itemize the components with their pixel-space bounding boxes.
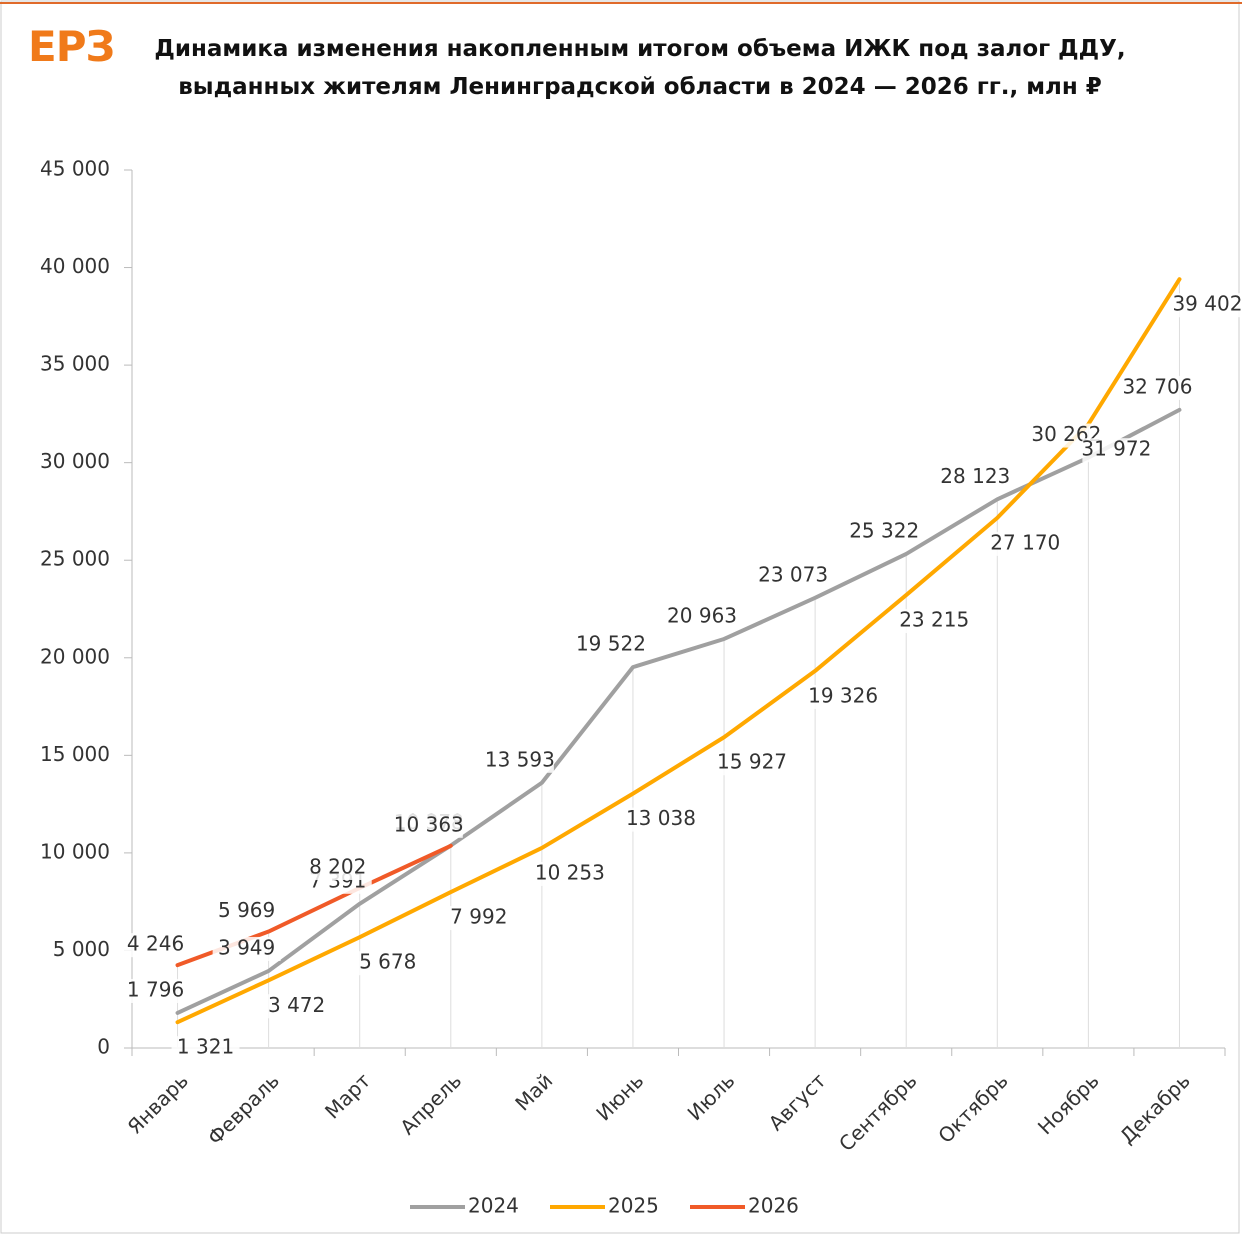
- x-tick-label: Апрель: [395, 1068, 466, 1139]
- logo: ЕРЗ: [28, 22, 115, 71]
- label-bg: [668, 604, 737, 629]
- data-label: 8 202: [309, 854, 366, 878]
- series-line: [175, 277, 1182, 1025]
- data-label: 31 972: [1081, 437, 1151, 461]
- data-label: 7 992: [450, 905, 507, 929]
- chart-title: Динамика изменения накопленным итогом об…: [154, 36, 1126, 100]
- label-bg: [121, 978, 190, 1003]
- y-tick-label: 35 000: [40, 352, 110, 376]
- label-bg: [171, 1036, 240, 1061]
- x-tick-label: Июнь: [591, 1068, 648, 1125]
- data-label: 23 073: [758, 562, 828, 586]
- y-tick-label: 25 000: [40, 547, 110, 571]
- x-tick-label: Февраль: [203, 1068, 284, 1149]
- x-tick-label: Июль: [683, 1068, 740, 1125]
- label-bg: [444, 906, 513, 931]
- data-label: 3 949: [218, 935, 275, 959]
- data-label: 15 927: [717, 750, 787, 774]
- legend-label: 2026: [748, 1194, 799, 1218]
- label-bg: [718, 751, 787, 776]
- data-label: 23 215: [899, 608, 969, 632]
- x-tick-label: Май: [510, 1068, 557, 1115]
- y-tick-label: 5 000: [53, 937, 110, 961]
- x-tick-label: Сентябрь: [834, 1068, 922, 1156]
- data-label: 10 253: [535, 860, 605, 884]
- y-tick-label: 45 000: [40, 157, 110, 181]
- data-label: 32 706: [1122, 374, 1192, 398]
- label-bg: [212, 936, 281, 961]
- data-label: 5 678: [359, 950, 416, 974]
- label-bg: [1082, 438, 1151, 463]
- label-bg: [1173, 293, 1242, 318]
- label-bg: [1123, 375, 1192, 400]
- label-bg: [850, 519, 919, 544]
- data-label: 1 796: [127, 977, 184, 1001]
- label-bg: [759, 563, 828, 588]
- label-bg: [485, 748, 554, 773]
- data-label: 3 472: [268, 993, 325, 1017]
- label-bg: [900, 609, 969, 634]
- data-label: 28 123: [940, 464, 1010, 488]
- x-tick-label: Январь: [123, 1068, 193, 1138]
- label-bg: [626, 807, 695, 832]
- label-bg: [303, 855, 372, 880]
- x-tick-label: Август: [764, 1068, 831, 1135]
- label-bg: [535, 861, 604, 886]
- x-tick-label: Декабрь: [1115, 1068, 1195, 1148]
- y-tick-label: 30 000: [40, 449, 110, 473]
- y-tick-label: 20 000: [40, 644, 110, 668]
- label-bg: [212, 899, 281, 924]
- data-label: 5 969: [218, 898, 275, 922]
- label-bg: [394, 813, 463, 838]
- data-label: 39 402: [1172, 292, 1242, 316]
- y-tick-label: 10 000: [40, 839, 110, 863]
- legend-label: 2025: [608, 1194, 659, 1218]
- data-label: 13 593: [485, 747, 555, 771]
- label-bg: [576, 633, 645, 658]
- y-tick-label: 0: [97, 1035, 110, 1059]
- x-tick-label: Октябрь: [933, 1068, 1012, 1147]
- y-tick-label: 40 000: [40, 254, 110, 278]
- data-label: 19 326: [808, 683, 878, 707]
- label-bg: [121, 933, 190, 958]
- label-bg: [353, 951, 422, 976]
- legend-label: 2024: [468, 1194, 519, 1218]
- data-label: 4 246: [127, 932, 184, 956]
- data-label: 20 963: [667, 603, 737, 627]
- label-bg: [262, 994, 331, 1019]
- x-tick-label: Март: [320, 1068, 375, 1123]
- label-bg: [809, 684, 878, 709]
- data-label: 1 321: [177, 1035, 234, 1059]
- data-label: 13 038: [626, 806, 696, 830]
- data-label: 25 322: [849, 518, 919, 542]
- label-bg: [941, 465, 1010, 490]
- series-line: [175, 407, 1182, 1015]
- data-label: 19 522: [576, 632, 646, 656]
- x-tick-label: Ноябрь: [1033, 1068, 1104, 1139]
- data-label: 27 170: [990, 530, 1060, 554]
- label-bg: [991, 531, 1060, 556]
- y-tick-label: 15 000: [40, 742, 110, 766]
- data-label: 10 363: [394, 812, 464, 836]
